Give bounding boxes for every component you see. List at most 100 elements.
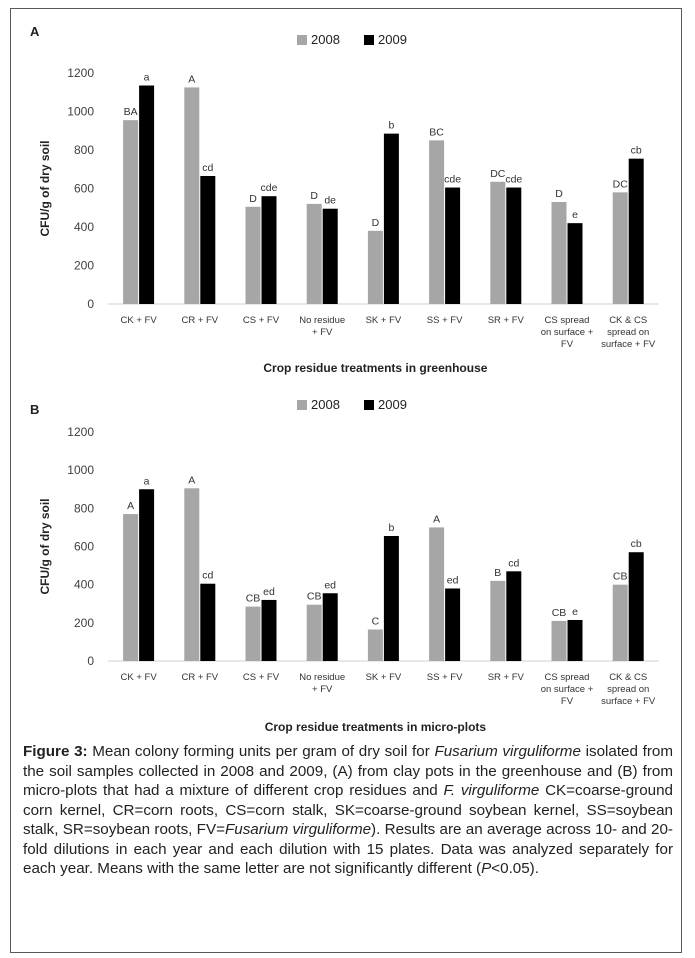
bar-data-label: cd	[202, 570, 213, 582]
bar-2009	[445, 187, 461, 304]
bar-data-label: cd	[202, 162, 213, 174]
bar-2009	[322, 593, 338, 661]
figure-charts: A 2008 2009 0 200 400 600 800 1000 1200 CFU/g of d…	[30, 24, 659, 734]
y-axis-label: CFU/g of dry soil	[38, 141, 52, 237]
bar-2008	[490, 181, 506, 304]
y-tick-label: 1000	[67, 463, 94, 477]
x-tick-label: FV	[561, 696, 574, 707]
caption-segment: Fusarium virguliforme	[434, 743, 581, 760]
legend-label-2008: 2008	[311, 32, 340, 47]
caption-segment: Fusarium virguliforme	[224, 821, 372, 838]
caption-segment: <0.05).	[491, 860, 539, 877]
y-tick-label: 1000	[67, 105, 94, 119]
bar-2008	[245, 606, 261, 661]
bar-2008	[490, 580, 506, 661]
bar-data-label: A	[127, 500, 134, 512]
bar-2009	[628, 552, 644, 661]
caption-segment: CK=coarse-ground corn kernel, CR=corn ro…	[23, 782, 673, 838]
y-tick-label: 600	[74, 540, 94, 554]
bar-data-label: a	[144, 475, 150, 487]
chart-panel-A: A 2008 2009 0 200 400 600 800 1000 1200 CFU/g of d…	[30, 24, 659, 375]
x-tick-label: No residue	[299, 672, 345, 683]
bar-2009	[506, 187, 522, 304]
bar-2009	[506, 571, 522, 661]
bar-data-label: CB	[613, 571, 628, 583]
y-tick-label: 1200	[67, 66, 94, 80]
figure-frame	[10, 8, 682, 953]
bar-data-label: e	[572, 209, 578, 221]
y-tick-label: 400	[74, 578, 94, 592]
bar-data-label: DC	[490, 168, 506, 180]
legend-label-2009: 2009	[378, 397, 407, 412]
bar-2009	[261, 196, 277, 304]
bar-data-label: D	[249, 193, 257, 205]
caption-segment: ). Results are an average across 10- and…	[23, 821, 673, 877]
x-tick-label: SS + FV	[427, 672, 463, 683]
x-tick-label: CK & CS	[609, 672, 647, 683]
bar-2008	[612, 192, 628, 304]
panel-label: B	[30, 402, 39, 417]
y-tick-label: 200	[74, 259, 94, 273]
x-tick-label: SR + FV	[488, 672, 525, 683]
y-tick-label: 0	[87, 654, 94, 668]
bar-2009	[322, 208, 338, 304]
bar-2008	[184, 87, 200, 304]
bar-2008	[123, 514, 139, 661]
y-tick-label: 1200	[67, 425, 94, 439]
bar-data-label: A	[188, 73, 195, 85]
x-tick-label: CK & CS	[609, 315, 647, 326]
x-tick-label: CR + FV	[181, 315, 218, 326]
bar-2008	[612, 584, 628, 661]
x-tick-label: CK + FV	[121, 315, 158, 326]
bar-2008	[551, 201, 567, 304]
bar-data-label: D	[372, 217, 380, 229]
legend-swatch-2008	[297, 35, 307, 45]
bar-data-label: cb	[631, 538, 642, 550]
y-tick-label: 800	[74, 501, 94, 515]
x-tick-label: on surface +	[541, 327, 594, 338]
y-tick-label: 0	[87, 297, 94, 311]
x-tick-label: SK + FV	[366, 315, 402, 326]
legend: 2008 2009	[297, 397, 407, 412]
caption-segment: Mean colony forming units per gram of dr…	[87, 743, 435, 760]
x-axis-label: Crop residue treatments in micro-plots	[265, 720, 487, 734]
bar-data-label: cb	[631, 145, 642, 157]
bar-data-label: cde	[444, 174, 461, 186]
caption-segment: isolated from the soil samples collected…	[23, 743, 673, 799]
bar-data-label: ed	[447, 574, 459, 586]
x-tick-label: CS spread	[545, 672, 590, 683]
x-tick-label: FV	[561, 339, 574, 350]
bar-data-label: B	[494, 567, 501, 579]
bar-data-label: e	[572, 606, 578, 618]
chart-panel-B: B 2008 2009 0 200 400 600 800 1000 1200 CFU/g of d…	[30, 397, 659, 734]
bar-data-label: b	[388, 120, 394, 132]
bar-data-label: D	[555, 188, 563, 200]
caption-label: Figure 3:	[23, 743, 88, 760]
bar-2008	[123, 120, 139, 304]
x-tick-label: No residue	[299, 315, 345, 326]
bar-2009	[139, 85, 155, 304]
figure-caption: Figure 3: Mean colony forming units per …	[23, 742, 673, 879]
bar-2008	[245, 206, 261, 304]
legend: 2008 2009	[297, 32, 407, 47]
bar-2009	[200, 583, 216, 661]
bar-data-label: BC	[429, 126, 444, 138]
bar-data-label: BA	[124, 106, 138, 118]
bar-data-label: a	[144, 72, 150, 84]
x-tick-label: surface + FV	[601, 339, 656, 350]
x-tick-label: CS + FV	[243, 672, 280, 683]
bar-2009	[200, 175, 216, 304]
bar-2009	[567, 619, 583, 661]
x-tick-label: CR + FV	[181, 672, 218, 683]
y-tick-label: 600	[74, 182, 94, 196]
caption-segment: P	[481, 860, 492, 877]
x-tick-label: on surface +	[541, 684, 594, 695]
bar-2008	[429, 140, 445, 304]
legend-swatch-2009	[364, 400, 374, 410]
x-tick-label: SS + FV	[427, 315, 463, 326]
bar-data-label: b	[388, 522, 394, 534]
y-tick-label: 800	[74, 143, 94, 157]
panel-label: A	[30, 24, 40, 39]
bar-data-label: cde	[261, 182, 278, 194]
x-tick-label: CK + FV	[121, 672, 158, 683]
